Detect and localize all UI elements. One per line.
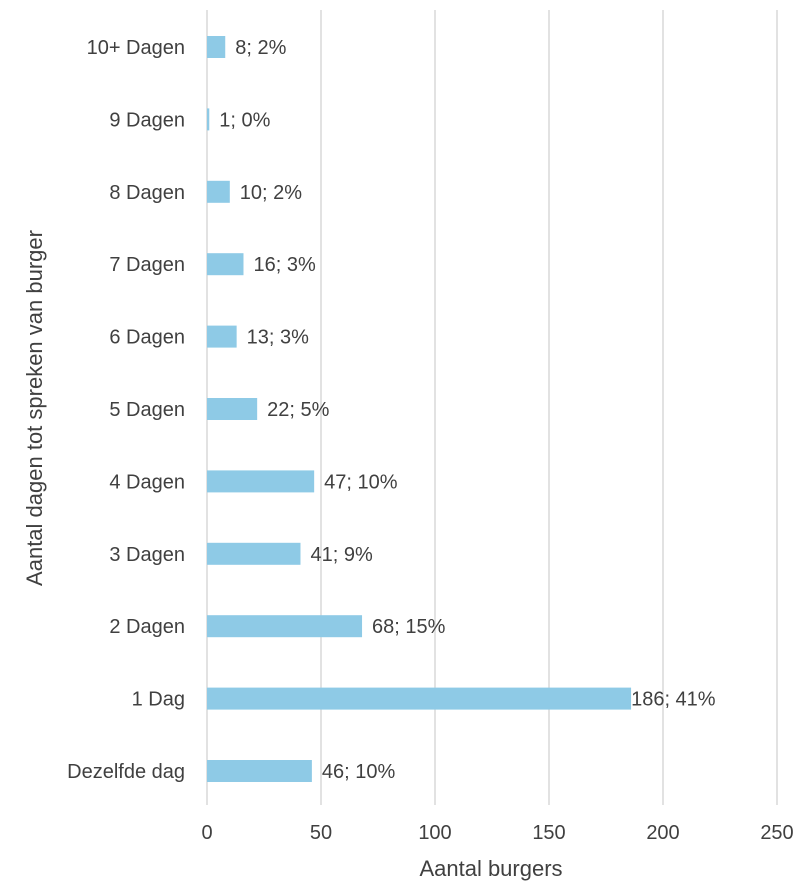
data-labels: 8; 2% 1; 0% 10; 2% 16; 3% 13; 3% 22; 5% 47; 10… xyxy=(219,37,716,783)
data-label: 16; 3% xyxy=(253,254,315,276)
data-label: 41; 9% xyxy=(310,544,372,566)
bar xyxy=(207,36,226,58)
bar xyxy=(207,470,315,493)
category-label: 3 Dagen xyxy=(109,544,185,566)
data-label: 1; 0% xyxy=(219,109,270,131)
bar xyxy=(207,542,301,565)
category-label: 8 Dagen xyxy=(109,182,185,204)
bar xyxy=(207,325,237,348)
bar xyxy=(207,108,210,131)
bar xyxy=(207,253,244,276)
category-label: 2 Dagen xyxy=(109,616,185,638)
data-label: 13; 3% xyxy=(247,327,309,349)
bar xyxy=(207,398,258,420)
x-axis-title: Aantal burgers xyxy=(419,856,562,881)
data-label: 46; 10% xyxy=(322,761,396,783)
category-label: 9 Dagen xyxy=(109,109,185,131)
x-tick-label: 50 xyxy=(310,822,332,844)
category-label: 1 Dag xyxy=(132,689,185,711)
data-label: 22; 5% xyxy=(267,399,329,421)
category-label: 4 Dagen xyxy=(109,471,185,493)
data-label: 10; 2% xyxy=(240,182,302,204)
data-label: 8; 2% xyxy=(235,37,286,59)
data-label: 186; 41% xyxy=(631,689,716,711)
x-tick-label: 150 xyxy=(532,822,565,844)
category-label: 5 Dagen xyxy=(109,399,185,421)
x-tick-label: 250 xyxy=(760,822,793,844)
x-tick-labels: 0 50 100 150 200 250 xyxy=(201,822,793,844)
bar xyxy=(207,687,632,710)
bars xyxy=(207,36,632,782)
bar xyxy=(207,615,363,638)
x-tick-label: 100 xyxy=(418,822,451,844)
category-labels: 10+ Dagen 9 Dagen 8 Dagen 7 Dagen 6 Dagen 5 D… xyxy=(67,37,185,783)
bar xyxy=(207,180,230,203)
x-tick-label: 0 xyxy=(201,822,212,844)
data-label: 68; 15% xyxy=(372,616,446,638)
x-tick-label: 200 xyxy=(646,822,679,844)
category-label: Dezelfde dag xyxy=(67,761,185,783)
category-label: 7 Dagen xyxy=(109,254,185,276)
category-label: 6 Dagen xyxy=(109,327,185,349)
bar xyxy=(207,760,312,782)
gridlines xyxy=(206,10,778,805)
data-label: 47; 10% xyxy=(324,471,398,493)
y-axis-title: Aantal dagen tot spreken van burger xyxy=(22,230,47,586)
category-label: 10+ Dagen xyxy=(87,37,185,59)
